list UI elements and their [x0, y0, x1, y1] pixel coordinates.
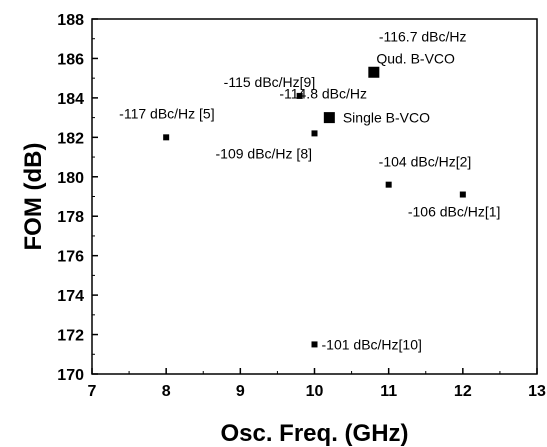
point-label: -114.8 dBc/Hz: [279, 86, 367, 102]
plot-area: [91, 18, 538, 375]
y-tick-label: 174: [57, 288, 84, 305]
x-tick-label: 12: [454, 383, 472, 400]
x-axis-title: Osc. Freq. (GHz): [220, 420, 408, 447]
point-label: -116.7 dBc/Hz: [379, 28, 467, 44]
y-tick-label: 186: [57, 51, 84, 68]
y-tick-label: 182: [57, 130, 84, 147]
point-label: -104 dBc/Hz[2]: [379, 154, 472, 170]
point-label: -115 dBc/Hz[9]: [224, 74, 316, 90]
point-label: -109 dBc/Hz [8]: [216, 145, 313, 161]
data-point: [296, 92, 303, 99]
point-label: -101 dBc/Hz[10]: [322, 336, 422, 352]
x-tick-label: 9: [236, 383, 245, 400]
data-point: [368, 66, 380, 78]
x-tick-label: 11: [380, 383, 397, 400]
data-point: [385, 181, 392, 188]
point-labels: -117 dBc/Hz [5] -115 dBc/Hz[9] -109 dBc/Hz…: [119, 28, 500, 352]
y-tick-label: 172: [57, 328, 84, 345]
y-tick-label: 176: [57, 249, 84, 266]
data-point: [311, 130, 318, 137]
y-axis-title: FOM (dB): [20, 143, 47, 251]
data-point: [163, 134, 170, 141]
x-tick-label: 8: [162, 383, 171, 400]
data-point: [311, 341, 318, 348]
y-tick-label: 184: [57, 91, 84, 108]
y-axis: 170 172 174 176 178 180 182 184 186 188: [57, 12, 98, 384]
point-sublabel: Single B-VCO: [343, 110, 430, 126]
data-point: [323, 112, 335, 124]
x-tick-label: 13: [528, 383, 546, 400]
point-label: -106 dBc/Hz[1]: [408, 204, 501, 220]
data-point: [459, 191, 466, 198]
y-tick-label: 170: [57, 367, 84, 384]
y-tick-label: 180: [57, 170, 84, 187]
data-points: [163, 66, 466, 348]
point-sublabel: Qud. B-VCO: [376, 50, 455, 66]
x-tick-label: 7: [88, 383, 97, 400]
point-label: -117 dBc/Hz [5]: [119, 105, 214, 121]
plot-frame: [91, 18, 538, 375]
x-tick-label: 10: [306, 383, 324, 400]
y-tick-label: 188: [57, 12, 84, 29]
x-axis: 7 8 9 10 11 12 13: [88, 368, 546, 400]
y-tick-label: 178: [57, 209, 84, 226]
